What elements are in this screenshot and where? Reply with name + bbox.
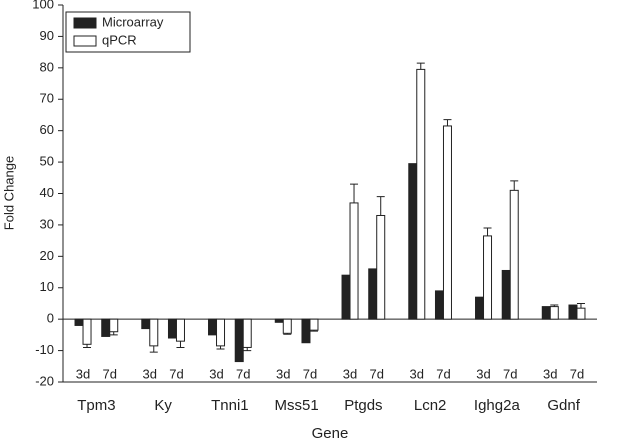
y-tick-label: 10 bbox=[40, 279, 54, 294]
bar bbox=[434, 290, 444, 320]
y-tick-label: 50 bbox=[40, 154, 54, 169]
x-axis-label: Gene bbox=[312, 425, 349, 442]
error-bar bbox=[376, 196, 385, 216]
sub-label: 7d bbox=[503, 366, 517, 381]
bar bbox=[101, 318, 111, 337]
bar bbox=[349, 202, 359, 320]
sub-label: 7d bbox=[169, 366, 183, 381]
error-bar bbox=[176, 341, 185, 348]
bar bbox=[408, 163, 418, 320]
bar bbox=[216, 318, 226, 347]
bar bbox=[475, 296, 485, 320]
bar bbox=[576, 307, 586, 320]
group-label: Ptgds bbox=[344, 397, 382, 414]
bar bbox=[282, 318, 292, 334]
group-label: Lcn2 bbox=[414, 397, 447, 414]
sub-label: 7d bbox=[102, 366, 116, 381]
sub-label: 3d bbox=[143, 366, 157, 381]
y-axis-label: Fold Change bbox=[1, 156, 16, 230]
error-bar bbox=[243, 347, 252, 352]
sub-label: 3d bbox=[343, 366, 357, 381]
group-label: Ky bbox=[154, 397, 172, 414]
group-label: Tnni1 bbox=[211, 397, 249, 414]
legend-swatch bbox=[73, 35, 97, 47]
sub-label: 3d bbox=[76, 366, 90, 381]
y-tick-label: 70 bbox=[40, 91, 54, 106]
y-tick-label: 30 bbox=[40, 216, 54, 231]
bar bbox=[368, 268, 378, 320]
error-bar bbox=[483, 227, 492, 236]
bar bbox=[274, 318, 284, 323]
y-tick-label: 60 bbox=[40, 122, 54, 137]
error-bar bbox=[283, 333, 292, 335]
group-label: Ighg2a bbox=[474, 397, 521, 414]
sub-label: 3d bbox=[543, 366, 557, 381]
bar bbox=[568, 304, 578, 320]
sub-label: 3d bbox=[410, 366, 424, 381]
bar bbox=[416, 68, 426, 320]
bar bbox=[509, 189, 519, 320]
y-tick-label: 0 bbox=[47, 311, 54, 326]
y-tick-label: 90 bbox=[40, 28, 54, 43]
error-bar bbox=[309, 330, 318, 332]
bar bbox=[167, 318, 177, 339]
error-bar bbox=[350, 183, 359, 203]
bar bbox=[442, 125, 452, 320]
y-tick-label: -20 bbox=[35, 373, 54, 388]
group-label: Gdnf bbox=[547, 397, 580, 414]
y-tick-label: 40 bbox=[40, 185, 54, 200]
bar bbox=[141, 318, 151, 330]
bar bbox=[74, 318, 84, 326]
bar bbox=[242, 318, 252, 348]
error-bar bbox=[109, 331, 118, 336]
bar bbox=[149, 318, 159, 347]
y-tick-label: 80 bbox=[40, 59, 54, 74]
sub-label: 7d bbox=[303, 366, 317, 381]
bar bbox=[376, 214, 386, 320]
sub-label: 7d bbox=[570, 366, 584, 381]
sub-label: 3d bbox=[209, 366, 223, 381]
bar bbox=[541, 306, 551, 320]
bar bbox=[208, 318, 218, 336]
error-bar bbox=[216, 345, 225, 350]
legend-swatch bbox=[73, 17, 97, 29]
bar bbox=[549, 306, 559, 320]
error-bar bbox=[550, 304, 559, 307]
group-label: Mss51 bbox=[275, 397, 319, 414]
bar bbox=[109, 318, 119, 333]
error-bar bbox=[576, 302, 585, 309]
bar bbox=[301, 318, 311, 344]
error-bar bbox=[416, 62, 425, 70]
legend-label: qPCR bbox=[102, 32, 137, 47]
error-bar bbox=[443, 119, 452, 126]
y-tick-label: -10 bbox=[35, 342, 54, 357]
bar bbox=[501, 269, 511, 320]
legend-label: Microarray bbox=[102, 14, 164, 29]
bar bbox=[341, 274, 351, 320]
sub-label: 7d bbox=[236, 366, 250, 381]
y-tick-label: 100 bbox=[32, 0, 54, 11]
error-bar bbox=[83, 344, 92, 348]
bar bbox=[483, 235, 493, 320]
bar bbox=[175, 318, 185, 342]
error-bar bbox=[510, 180, 519, 191]
bar bbox=[234, 318, 244, 363]
sub-label: 7d bbox=[369, 366, 383, 381]
bar bbox=[82, 318, 92, 345]
y-tick-label: 20 bbox=[40, 248, 54, 263]
error-bar bbox=[149, 345, 158, 353]
sub-label: 3d bbox=[276, 366, 290, 381]
sub-label: 3d bbox=[476, 366, 490, 381]
group-label: Tpm3 bbox=[77, 397, 115, 414]
sub-label: 7d bbox=[436, 366, 450, 381]
bar bbox=[309, 318, 319, 331]
